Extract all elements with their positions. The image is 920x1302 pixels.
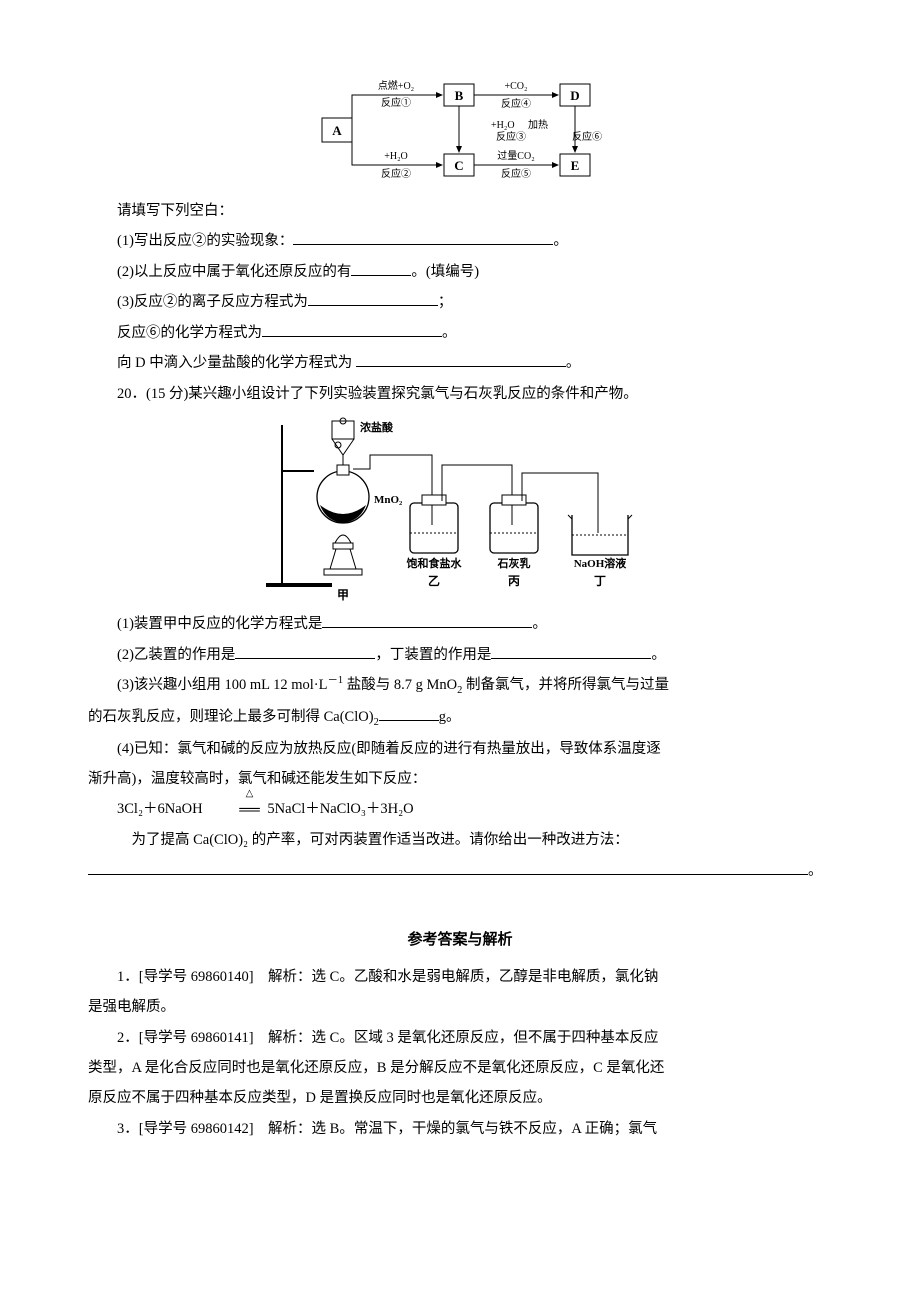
svg-text:A: A (332, 123, 342, 138)
svg-text:MnO₂: MnO₂ (374, 494, 403, 506)
q20-1-text: (1)装置甲中反应的化学方程式是 (117, 616, 322, 632)
svg-text:B: B (455, 88, 464, 103)
answers-title: 参考答案与解析 (88, 924, 832, 956)
svg-text:+H₂O: +H₂O (384, 151, 408, 162)
q1: (1)写出反应②的实验现象： 。 (88, 226, 832, 256)
q20-4b: 渐升高)，温度较高时，氯气和碱还能发生如下反应： (88, 764, 832, 794)
svg-text:反应⑤: 反应⑤ (501, 167, 531, 180)
svg-text:E: E (571, 158, 580, 173)
reaction-diagram: A B C D E 点燃+O₂ 反应① +H₂O 反应② +H₂O 反应③ +C… (88, 76, 832, 186)
q20-3-line2: 的石灰乳反应，则理论上最多可制得 Ca(ClO)2g。 (88, 702, 832, 734)
fill-intro: 请填写下列空白： (88, 196, 832, 226)
q20-4a: (4)已知：氯气和碱的反应为放热反应(即随着反应的进行有热量放出，导致体系温度逐 (88, 734, 832, 764)
svg-text:浓盐酸: 浓盐酸 (360, 420, 394, 434)
q3: (3)反应②的离子反应方程式为 ； (88, 287, 832, 317)
ans2c: 原反应不属于四种基本反应类型，D 是置换反应同时也是氧化还原反应。 (88, 1083, 832, 1113)
q3-end: ； (438, 294, 453, 310)
q20-3a: (3)该兴趣小组用 100 mL 12 mol·L (117, 677, 328, 693)
svg-text:反应②: 反应② (381, 167, 411, 180)
q20-2a: (2)乙装置的作用是 (117, 647, 235, 663)
svg-text:+CO₂: +CO₂ (504, 81, 527, 92)
eq-right: 5NaCl＋NaClO₃＋3H₂O (264, 801, 414, 817)
q3b-end: 。 (442, 325, 457, 341)
q1-blank[interactable] (293, 230, 553, 246)
svg-text:过量CO₂: 过量CO₂ (497, 149, 534, 162)
svg-text:加热: 加热 (528, 118, 548, 131)
ans3: 3．[导学号 69860142] 解析：选 B。常温下，干燥的氯气与铁不反应，A… (88, 1114, 832, 1144)
svg-text:石灰乳: 石灰乳 (497, 556, 531, 570)
svg-text:+H₂O: +H₂O (491, 120, 515, 131)
q20-1-end: 。 (532, 616, 547, 632)
svg-text:反应③: 反应③ (496, 130, 526, 143)
ans2b: 类型，A 是化合反应同时也是氧化还原反应，B 是分解反应不是氧化还原反应，C 是… (88, 1053, 832, 1083)
apparatus-svg: 浓盐酸 MnO₂ 饱和食盐水 石灰乳 NaOH溶液 甲 乙 丙 丁 (260, 415, 660, 605)
svg-text:甲: 甲 (337, 588, 349, 602)
svg-text:丙: 丙 (508, 574, 520, 588)
q2-blank[interactable] (351, 260, 411, 276)
q3b-text: 反应⑥的化学方程式为 (117, 325, 262, 341)
q20-2-blank2[interactable] (491, 643, 651, 659)
q2: (2)以上反应中属于氧化还原反应的有 。(填编号) (88, 257, 832, 287)
q3c-end: 。 (566, 355, 581, 371)
q1-text: (1)写出反应②的实验现象： (117, 233, 293, 249)
q3c-text: 向 D 中滴入少量盐酸的化学方程式为 (117, 355, 356, 371)
svg-text:D: D (570, 88, 579, 103)
q20-3e: g。 (439, 709, 461, 725)
q3b: 反应⑥的化学方程式为 。 (88, 318, 832, 348)
q20-4-blank[interactable] (88, 859, 808, 875)
svg-text:C: C (454, 158, 463, 173)
svg-text:反应④: 反应④ (501, 97, 531, 110)
q2-text: (2)以上反应中属于氧化还原反应的有 (117, 264, 351, 280)
q20-3: (3)该兴趣小组用 100 mL 12 mol·L－1 盐酸与 8.7 g Mn… (88, 670, 832, 702)
q20-4-blankline: 。 (88, 856, 832, 886)
q20-2c: 。 (651, 647, 666, 663)
svg-text:反应①: 反应① (381, 96, 411, 109)
q20: 20．(15 分)某兴趣小组设计了下列实验装置探究氯气与石灰乳反应的条件和产物。 (88, 379, 832, 409)
q20-3-blank[interactable] (379, 705, 439, 721)
q20-1: (1)装置甲中反应的化学方程式是 。 (88, 609, 832, 639)
diagram-svg: A B C D E 点燃+O₂ 反应① +H₂O 反应② +H₂O 反应③ +C… (302, 76, 618, 186)
q20-2: (2)乙装置的作用是 ，丁装置的作用是 。 (88, 640, 832, 670)
q20-2-blank1[interactable] (235, 643, 375, 659)
q20-eq: 3Cl₂＋6NaOH △══ 5NaCl＋NaClO₃＋3H₂O (88, 794, 832, 825)
triangle-icon: △ (217, 783, 254, 804)
q20-2b: ，丁装置的作用是 (375, 647, 491, 663)
ans2: 2．[导学号 69860141] 解析：选 C。区域 3 是氧化还原反应，但不属… (88, 1023, 832, 1053)
q20-4c: 为了提高 Ca(ClO)₂ 的产率，可对丙装置作适当改进。请你给出一种改进方法： (88, 825, 832, 855)
q2-end: 。(填编号) (411, 264, 479, 280)
ans1: 1．[导学号 69860140] 解析：选 C。乙酸和水是弱电解质，乙醇是非电解… (88, 962, 832, 992)
eq-arrow: △══ (210, 795, 260, 825)
apparatus-diagram: 浓盐酸 MnO₂ 饱和食盐水 石灰乳 NaOH溶液 甲 乙 丙 丁 (88, 415, 832, 605)
q3c-blank[interactable] (356, 352, 566, 368)
q20-1-blank[interactable] (322, 613, 532, 629)
svg-text:饱和食盐水: 饱和食盐水 (407, 556, 463, 570)
svg-text:NaOH溶液: NaOH溶液 (574, 556, 628, 570)
q3c: 向 D 中滴入少量盐酸的化学方程式为 。 (88, 348, 832, 378)
q1-end: 。 (553, 233, 568, 249)
svg-text:乙: 乙 (428, 574, 440, 588)
q3-blank[interactable] (308, 291, 438, 307)
svg-text:反应⑥: 反应⑥ (572, 130, 602, 143)
svg-text:丁: 丁 (594, 574, 606, 588)
q20-3b: 盐酸与 8.7 g MnO (343, 677, 457, 693)
q20-4d: 。 (808, 863, 823, 879)
q20-3c: 制备氯气，并将所得氯气与过量 (462, 677, 669, 693)
eq-left: 3Cl₂＋6NaOH (117, 801, 206, 817)
q20-3sup: －1 (328, 675, 344, 686)
q20-3d: 的石灰乳反应，则理论上最多可制得 Ca(ClO) (88, 709, 374, 725)
q3-text: (3)反应②的离子反应方程式为 (117, 294, 308, 310)
ans1b: 是强电解质。 (88, 992, 832, 1022)
q3b-blank[interactable] (262, 321, 442, 337)
svg-text:点燃+O₂: 点燃+O₂ (378, 79, 414, 92)
